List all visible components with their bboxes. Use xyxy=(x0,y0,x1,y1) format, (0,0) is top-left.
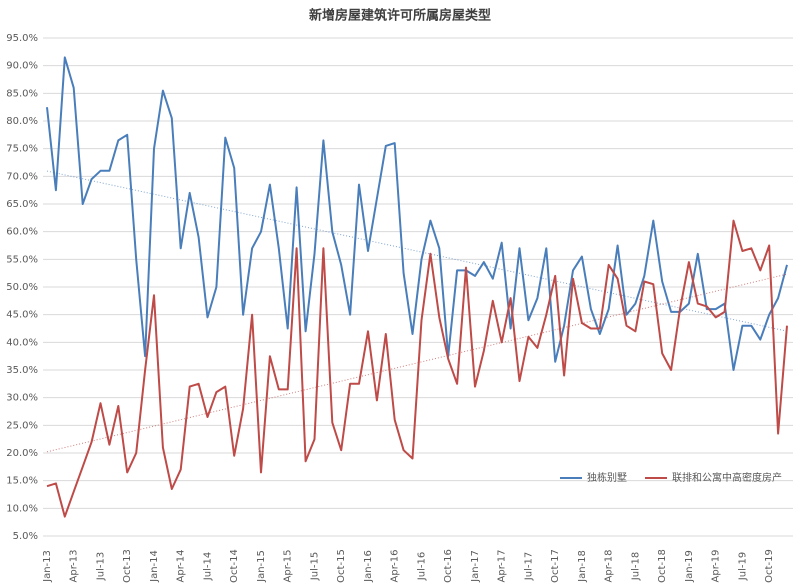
x-tick-label: Jan-16 xyxy=(363,550,374,583)
x-tick-label: Apr-18 xyxy=(604,550,615,583)
x-tick-label: Jan-17 xyxy=(470,550,481,583)
x-tick-label: Jul-18 xyxy=(630,552,641,581)
y-tick-label: 90.0% xyxy=(6,61,38,72)
y-tick-label: 80.0% xyxy=(6,116,38,127)
x-tick-label: Apr-14 xyxy=(176,550,187,583)
x-tick-label: Oct-15 xyxy=(336,549,347,583)
x-tick-label: Apr-17 xyxy=(497,550,508,583)
x-tick-label: Jan-19 xyxy=(684,550,695,583)
series-line xyxy=(46,56,788,371)
x-tick-label: Oct-17 xyxy=(550,549,561,583)
y-tick-label: 65.0% xyxy=(6,199,38,210)
trend-line xyxy=(46,273,788,453)
chart-title: 新增房屋建筑许可所属房屋类型 xyxy=(309,8,491,24)
x-tick-label: Oct-16 xyxy=(443,549,454,583)
x-tick-label: Apr-16 xyxy=(390,550,401,583)
x-tick-label: Jul-15 xyxy=(309,552,320,581)
y-tick-label: 20.0% xyxy=(6,448,38,459)
x-tick-label: Jan-14 xyxy=(149,550,160,583)
y-tick-label: 50.0% xyxy=(6,282,38,293)
x-tick-label: Jan-18 xyxy=(577,550,588,583)
y-tick-label: 25.0% xyxy=(6,420,38,431)
y-tick-label: 85.0% xyxy=(6,88,38,99)
y-tick-label: 45.0% xyxy=(6,310,38,321)
y-tick-label: 60.0% xyxy=(6,227,38,238)
x-tick-label: Jul-16 xyxy=(416,552,427,581)
y-tick-label: 15.0% xyxy=(6,476,38,487)
y-tick-label: 40.0% xyxy=(6,337,38,348)
x-tick-label: Apr-19 xyxy=(711,550,722,583)
x-tick-label: Jul-13 xyxy=(95,552,106,581)
legend-label: 独栋别墅 xyxy=(587,471,627,484)
y-tick-label: 55.0% xyxy=(6,254,38,265)
x-tick-label: Jul-19 xyxy=(737,552,748,581)
y-tick-label: 5.0% xyxy=(13,531,38,542)
legend-label: 联排和公寓中高密度房产 xyxy=(672,471,782,484)
x-tick-label: Oct-18 xyxy=(657,549,668,583)
x-tick-label: Oct-14 xyxy=(229,549,240,583)
x-tick-label: Jan-13 xyxy=(42,550,53,583)
y-tick-label: 35.0% xyxy=(6,365,38,376)
y-tick-label: 70.0% xyxy=(6,171,38,182)
y-tick-label: 75.0% xyxy=(6,144,38,155)
x-tick-label: Jan-15 xyxy=(256,550,267,583)
x-tick-label: Jul-17 xyxy=(523,552,534,581)
series-line xyxy=(46,219,788,518)
x-tick-label: Oct-13 xyxy=(122,549,133,583)
x-tick-label: Apr-15 xyxy=(283,550,294,583)
y-tick-label: 10.0% xyxy=(6,503,38,514)
x-tick-label: Jul-14 xyxy=(202,552,213,581)
trend-line xyxy=(46,170,788,332)
x-tick-label: Apr-13 xyxy=(69,550,80,583)
y-tick-label: 30.0% xyxy=(6,393,38,404)
y-tick-label: 95.0% xyxy=(6,33,38,44)
x-tick-label: Oct-19 xyxy=(764,549,775,583)
